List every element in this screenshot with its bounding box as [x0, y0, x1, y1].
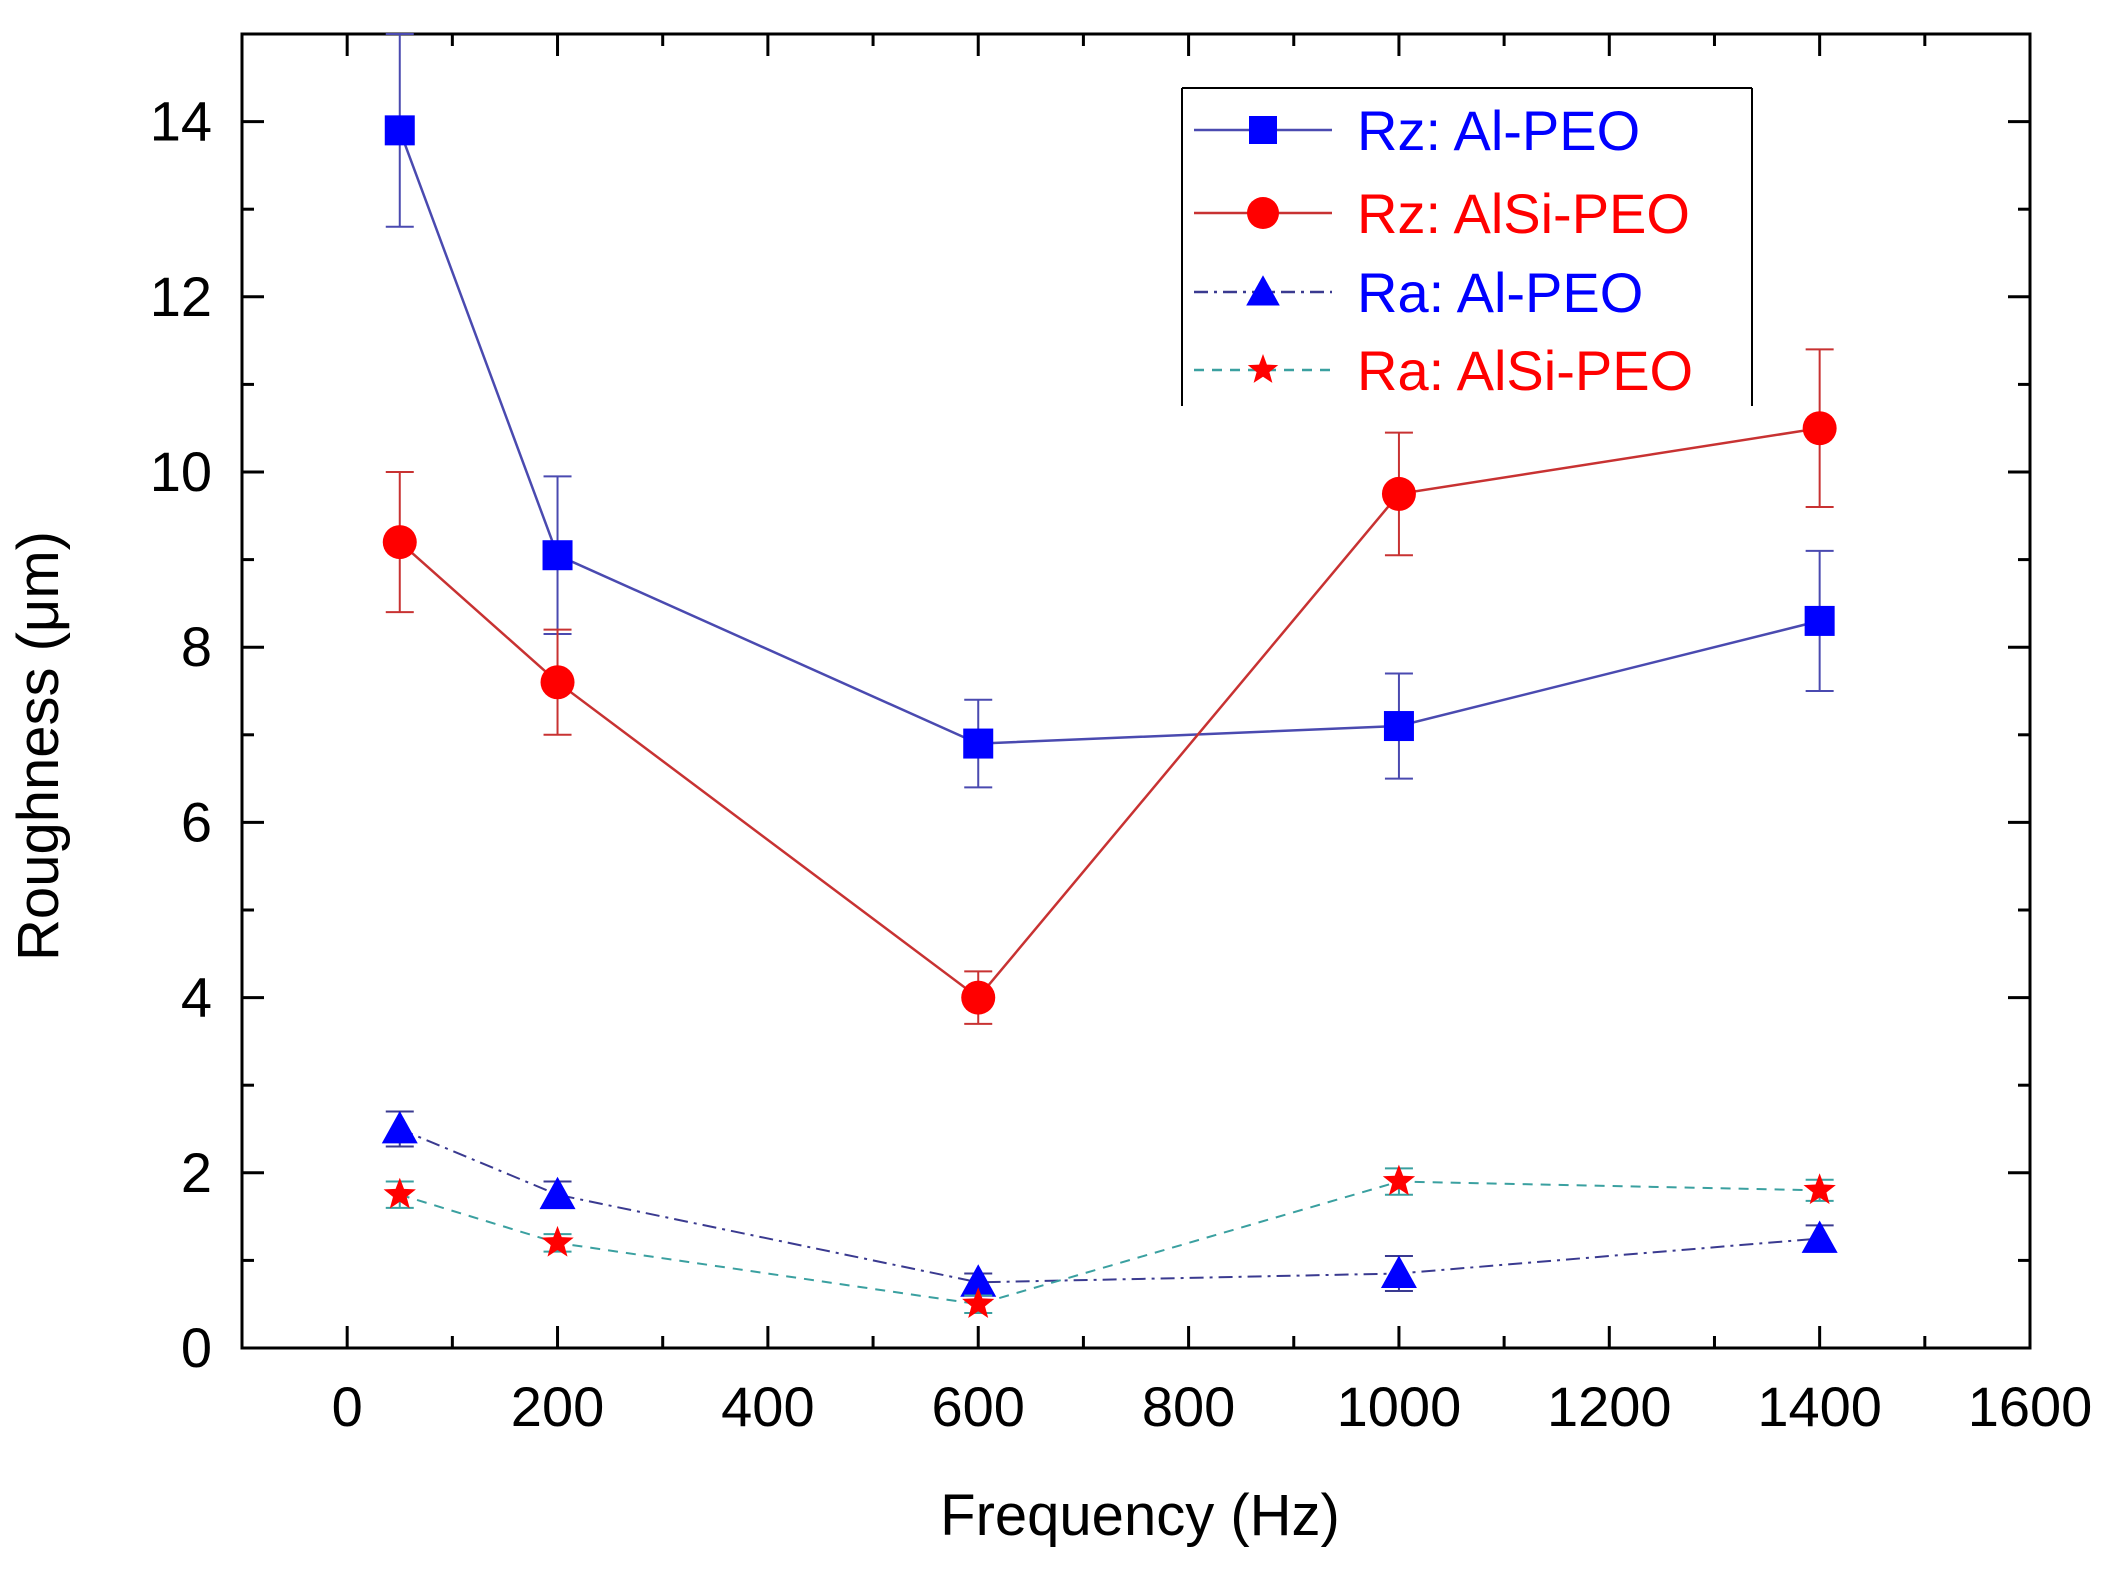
x-tick-label: 1400: [1757, 1375, 1882, 1438]
y-axis-title: Roughness (μm): [6, 531, 71, 961]
y-tick-label: 6: [181, 790, 212, 853]
data-point: [962, 1287, 995, 1318]
series-ra-alsi-peo: [383, 1164, 1836, 1318]
data-point: [963, 728, 994, 759]
y-tick-label: 2: [181, 1141, 212, 1204]
data-point: [541, 1225, 574, 1257]
data-point: [1802, 411, 1837, 446]
data-point: [383, 1177, 416, 1209]
series-ra-al-peo: [381, 1110, 1838, 1297]
y-tick-label: 14: [150, 90, 212, 153]
y-tick-label: 10: [150, 440, 212, 503]
x-tick-label: 200: [511, 1375, 604, 1438]
x-tick-label: 0: [332, 1375, 363, 1438]
plot-border: [240, 32, 2032, 1350]
x-tick-label: 1600: [1968, 1375, 2093, 1438]
data-point: [542, 540, 573, 571]
legend: Rz: Al-PEO Rz: AlSi-PEO Ra: Al-PEO Ra: AlSi…: [1181, 87, 1753, 406]
x-tick-label: 400: [721, 1375, 814, 1438]
y-tick-label: 12: [150, 265, 212, 328]
x-tick-label: 1000: [1337, 1375, 1462, 1438]
legend-label: Ra: Al-PEO: [1357, 261, 1643, 324]
data-point: [1803, 1173, 1836, 1205]
legend-marker: [1247, 354, 1279, 383]
series-layer: [381, 33, 1838, 1318]
legend-label: Rz: Al-PEO: [1357, 99, 1640, 162]
y-tick-label: 0: [181, 1316, 212, 1379]
data-point: [539, 1176, 576, 1210]
y-axis-ticks: 0 2 4 6 8 10 12 14: [150, 32, 2030, 1379]
data-point: [384, 115, 415, 146]
series-line: [399, 1180, 1820, 1306]
x-tick-label: 600: [932, 1375, 1025, 1438]
data-point: [960, 1264, 997, 1297]
y-tick-label: 4: [181, 966, 212, 1029]
y-tick-label: 8: [181, 615, 212, 678]
legend-marker: [1246, 275, 1280, 306]
data-point: [1801, 1220, 1838, 1253]
data-point: [1381, 476, 1416, 511]
data-point: [961, 980, 996, 1015]
x-tick-label: 800: [1142, 1375, 1235, 1438]
data-point: [540, 665, 575, 700]
data-point: [381, 1111, 418, 1144]
legend-marker: [1249, 116, 1277, 144]
data-point: [382, 525, 417, 560]
legend-marker: [1247, 197, 1279, 229]
plot-frame: [240, 32, 2032, 1350]
legend-label: Ra: AlSi-PEO: [1357, 339, 1693, 402]
data-point: [1804, 605, 1835, 636]
x-tick-label: 1200: [1547, 1375, 1672, 1438]
legend-label: Rz: AlSi-PEO: [1357, 182, 1690, 245]
data-point: [1380, 1255, 1417, 1288]
data-point: [1383, 711, 1414, 742]
series-rz-al-peo: [384, 33, 1835, 789]
x-axis-ticks: 0 200 400 600 800 1000 1200 1400 1600: [240, 34, 2093, 1438]
series-rz-alsi-peo: [382, 348, 1837, 1025]
x-axis-title: Frequency (Hz): [940, 1483, 1340, 1548]
data-point: [1382, 1164, 1416, 1196]
